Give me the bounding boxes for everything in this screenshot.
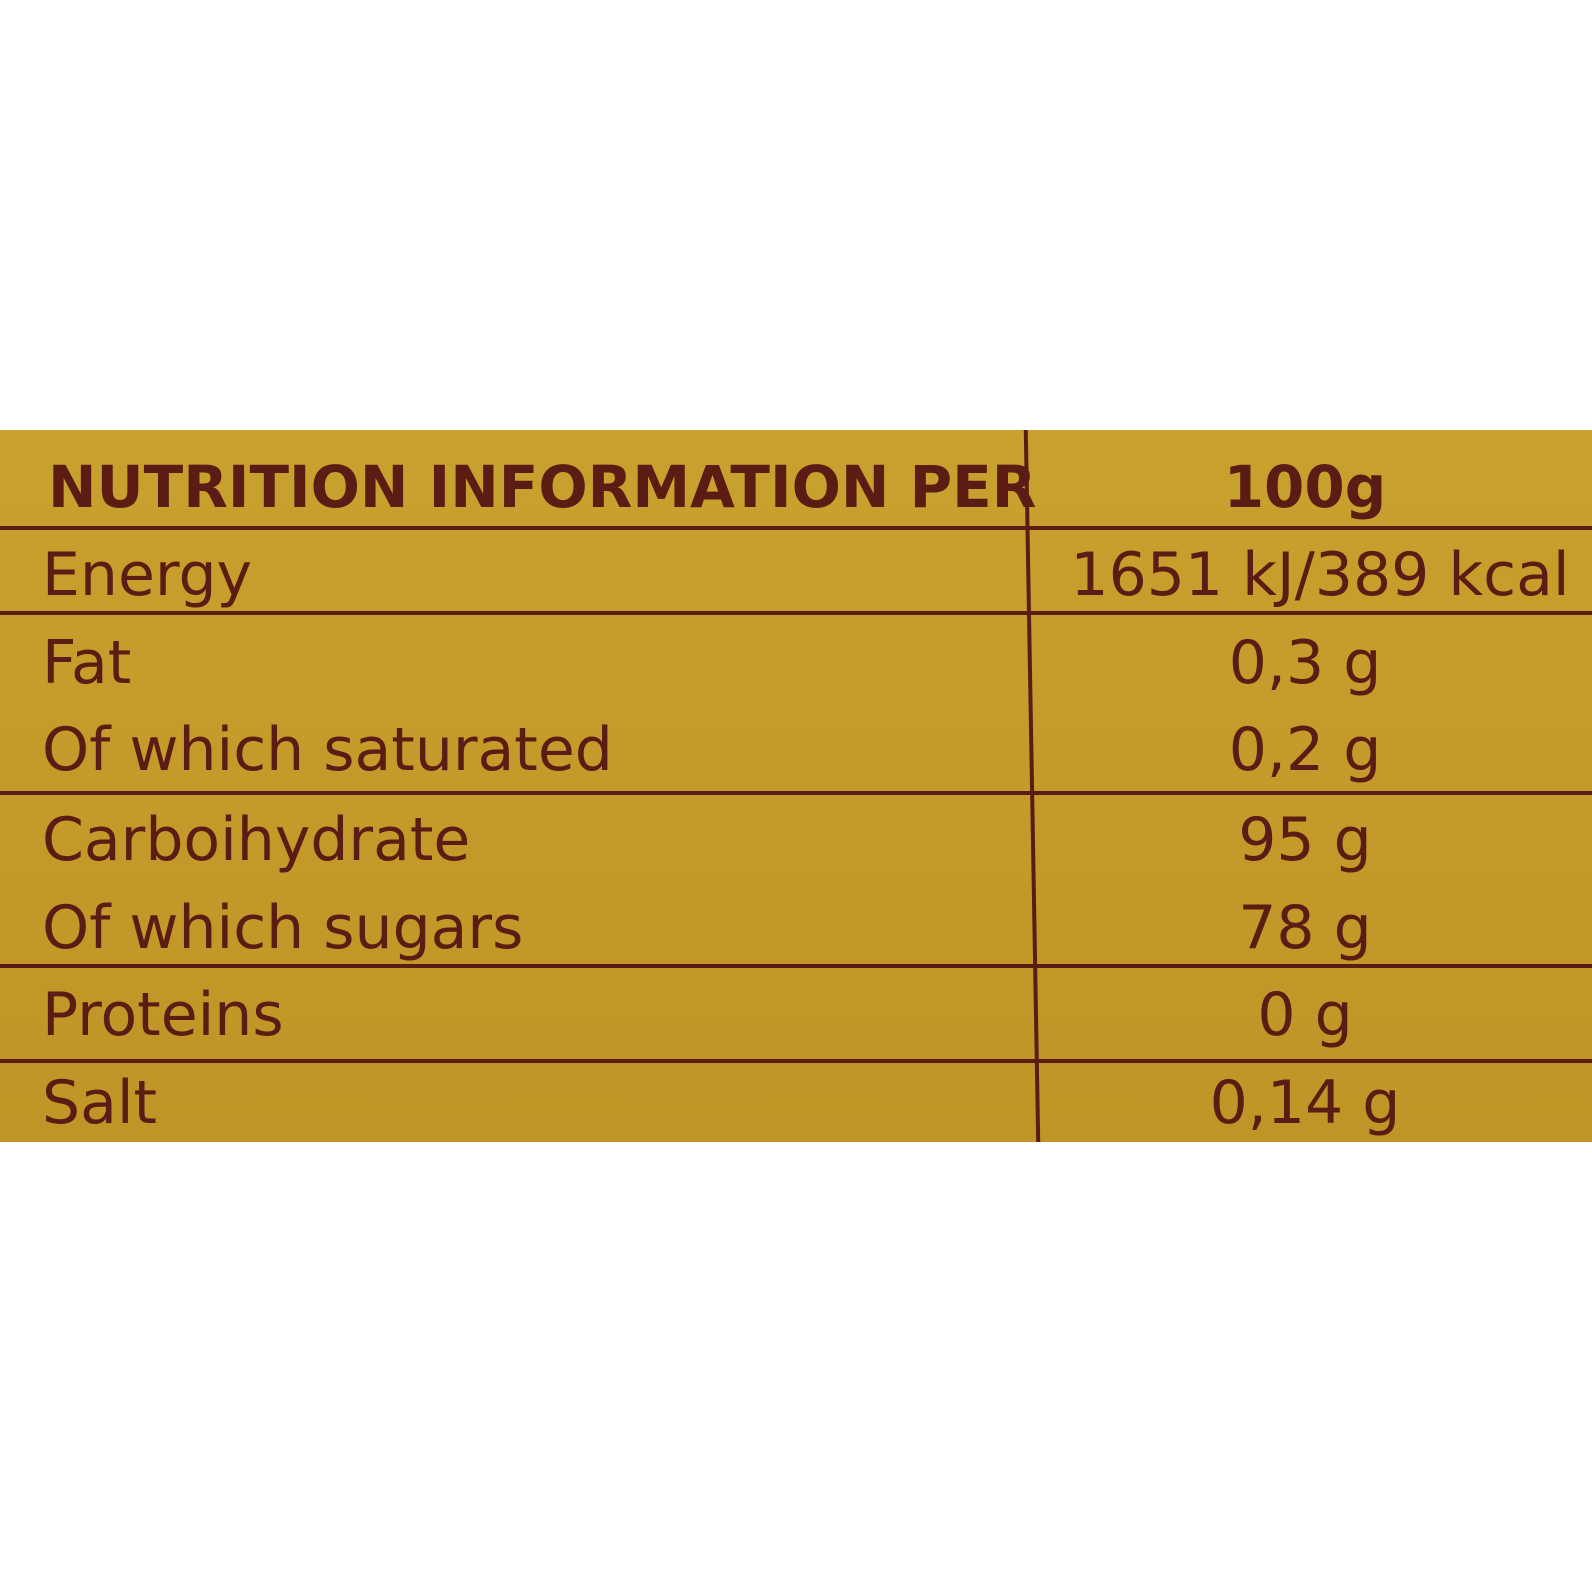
row-value: 1651 kJ/389 kcal (1070, 540, 1570, 610)
row-value: 95 g (1238, 805, 1372, 875)
row-label: Of which saturated (42, 715, 613, 785)
row-label: Salt (42, 1068, 158, 1138)
header-label: NUTRITION INFORMATION PER (48, 453, 1037, 521)
row-value: 0,14 g (1209, 1068, 1401, 1138)
row-divider (0, 964, 1592, 968)
header-value: 100g (1223, 453, 1387, 521)
row-value: 0,3 g (1228, 628, 1382, 698)
row-divider (0, 1059, 1592, 1063)
row-label: Carboihydrate (42, 805, 471, 875)
nutrition-table: NUTRITION INFORMATION PER 100g Energy 165… (0, 430, 1592, 1142)
row-value: 78 g (1238, 893, 1372, 963)
row-divider (0, 526, 1592, 530)
row-divider (0, 791, 1592, 795)
row-divider (0, 611, 1592, 615)
column-divider (1023, 430, 1041, 1142)
row-value: 0,2 g (1228, 715, 1382, 785)
row-label: Fat (42, 628, 132, 698)
row-label: Energy (42, 540, 253, 610)
row-label: Proteins (42, 980, 284, 1050)
row-label: Of which sugars (42, 893, 524, 963)
row-value: 0 g (1257, 980, 1353, 1050)
